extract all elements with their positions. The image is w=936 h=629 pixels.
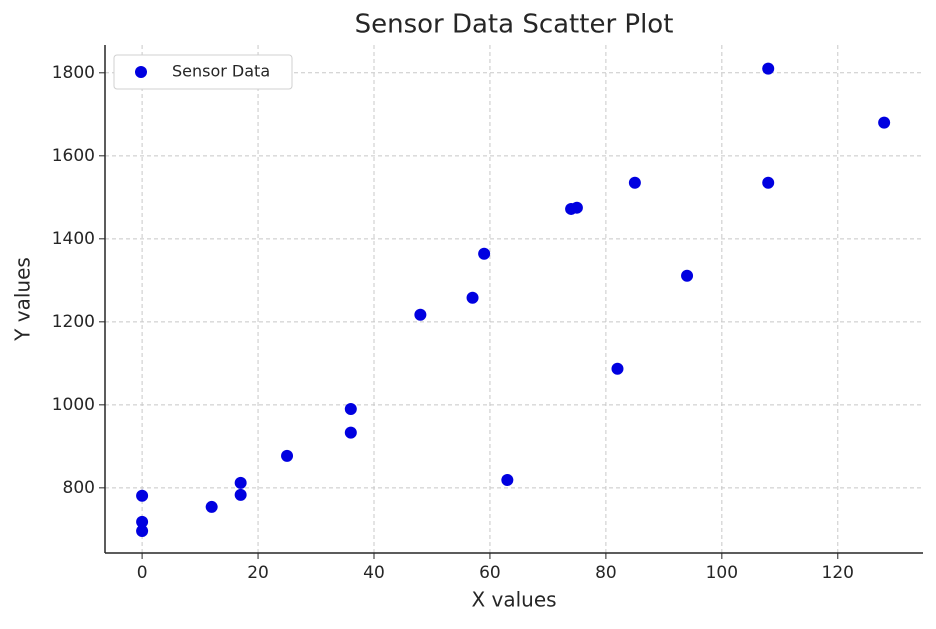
y-tick-label: 1000 — [52, 395, 95, 415]
y-tick-label: 1600 — [52, 146, 95, 166]
y-tick-label: 800 — [63, 478, 95, 498]
y-tick-label: 1800 — [52, 63, 95, 83]
x-tick-label: 120 — [822, 563, 854, 583]
x-tick-label: 100 — [706, 563, 738, 583]
point — [570, 201, 583, 214]
x-tick-label: 40 — [363, 563, 385, 583]
point — [344, 426, 357, 439]
point — [205, 500, 218, 513]
legend-label: Sensor Data — [172, 62, 270, 81]
x-tick-label: 60 — [479, 563, 501, 583]
y-axis-label: Y values — [11, 257, 35, 342]
legend-marker — [135, 66, 147, 78]
y-tick-label: 1200 — [52, 312, 95, 332]
point — [234, 488, 247, 501]
point — [136, 525, 149, 538]
y-tick-label: 1400 — [52, 229, 95, 249]
point — [136, 489, 149, 502]
point — [466, 291, 479, 304]
x-tick-label: 20 — [247, 563, 269, 583]
x-axis-label: X values — [471, 588, 556, 612]
point — [762, 176, 775, 189]
point — [136, 515, 149, 528]
point — [628, 176, 641, 189]
point — [414, 308, 427, 321]
legend-box — [113, 54, 293, 90]
chart-title: Sensor Data Scatter Plot — [355, 10, 674, 40]
point — [878, 116, 891, 129]
point — [281, 449, 294, 462]
point — [762, 62, 775, 75]
x-tick-label: 80 — [595, 563, 617, 583]
point — [681, 269, 694, 282]
point — [478, 247, 491, 260]
point — [234, 476, 247, 489]
point — [501, 473, 514, 486]
x-tick-label: 0 — [137, 563, 148, 583]
point — [344, 402, 357, 415]
point — [611, 362, 624, 375]
